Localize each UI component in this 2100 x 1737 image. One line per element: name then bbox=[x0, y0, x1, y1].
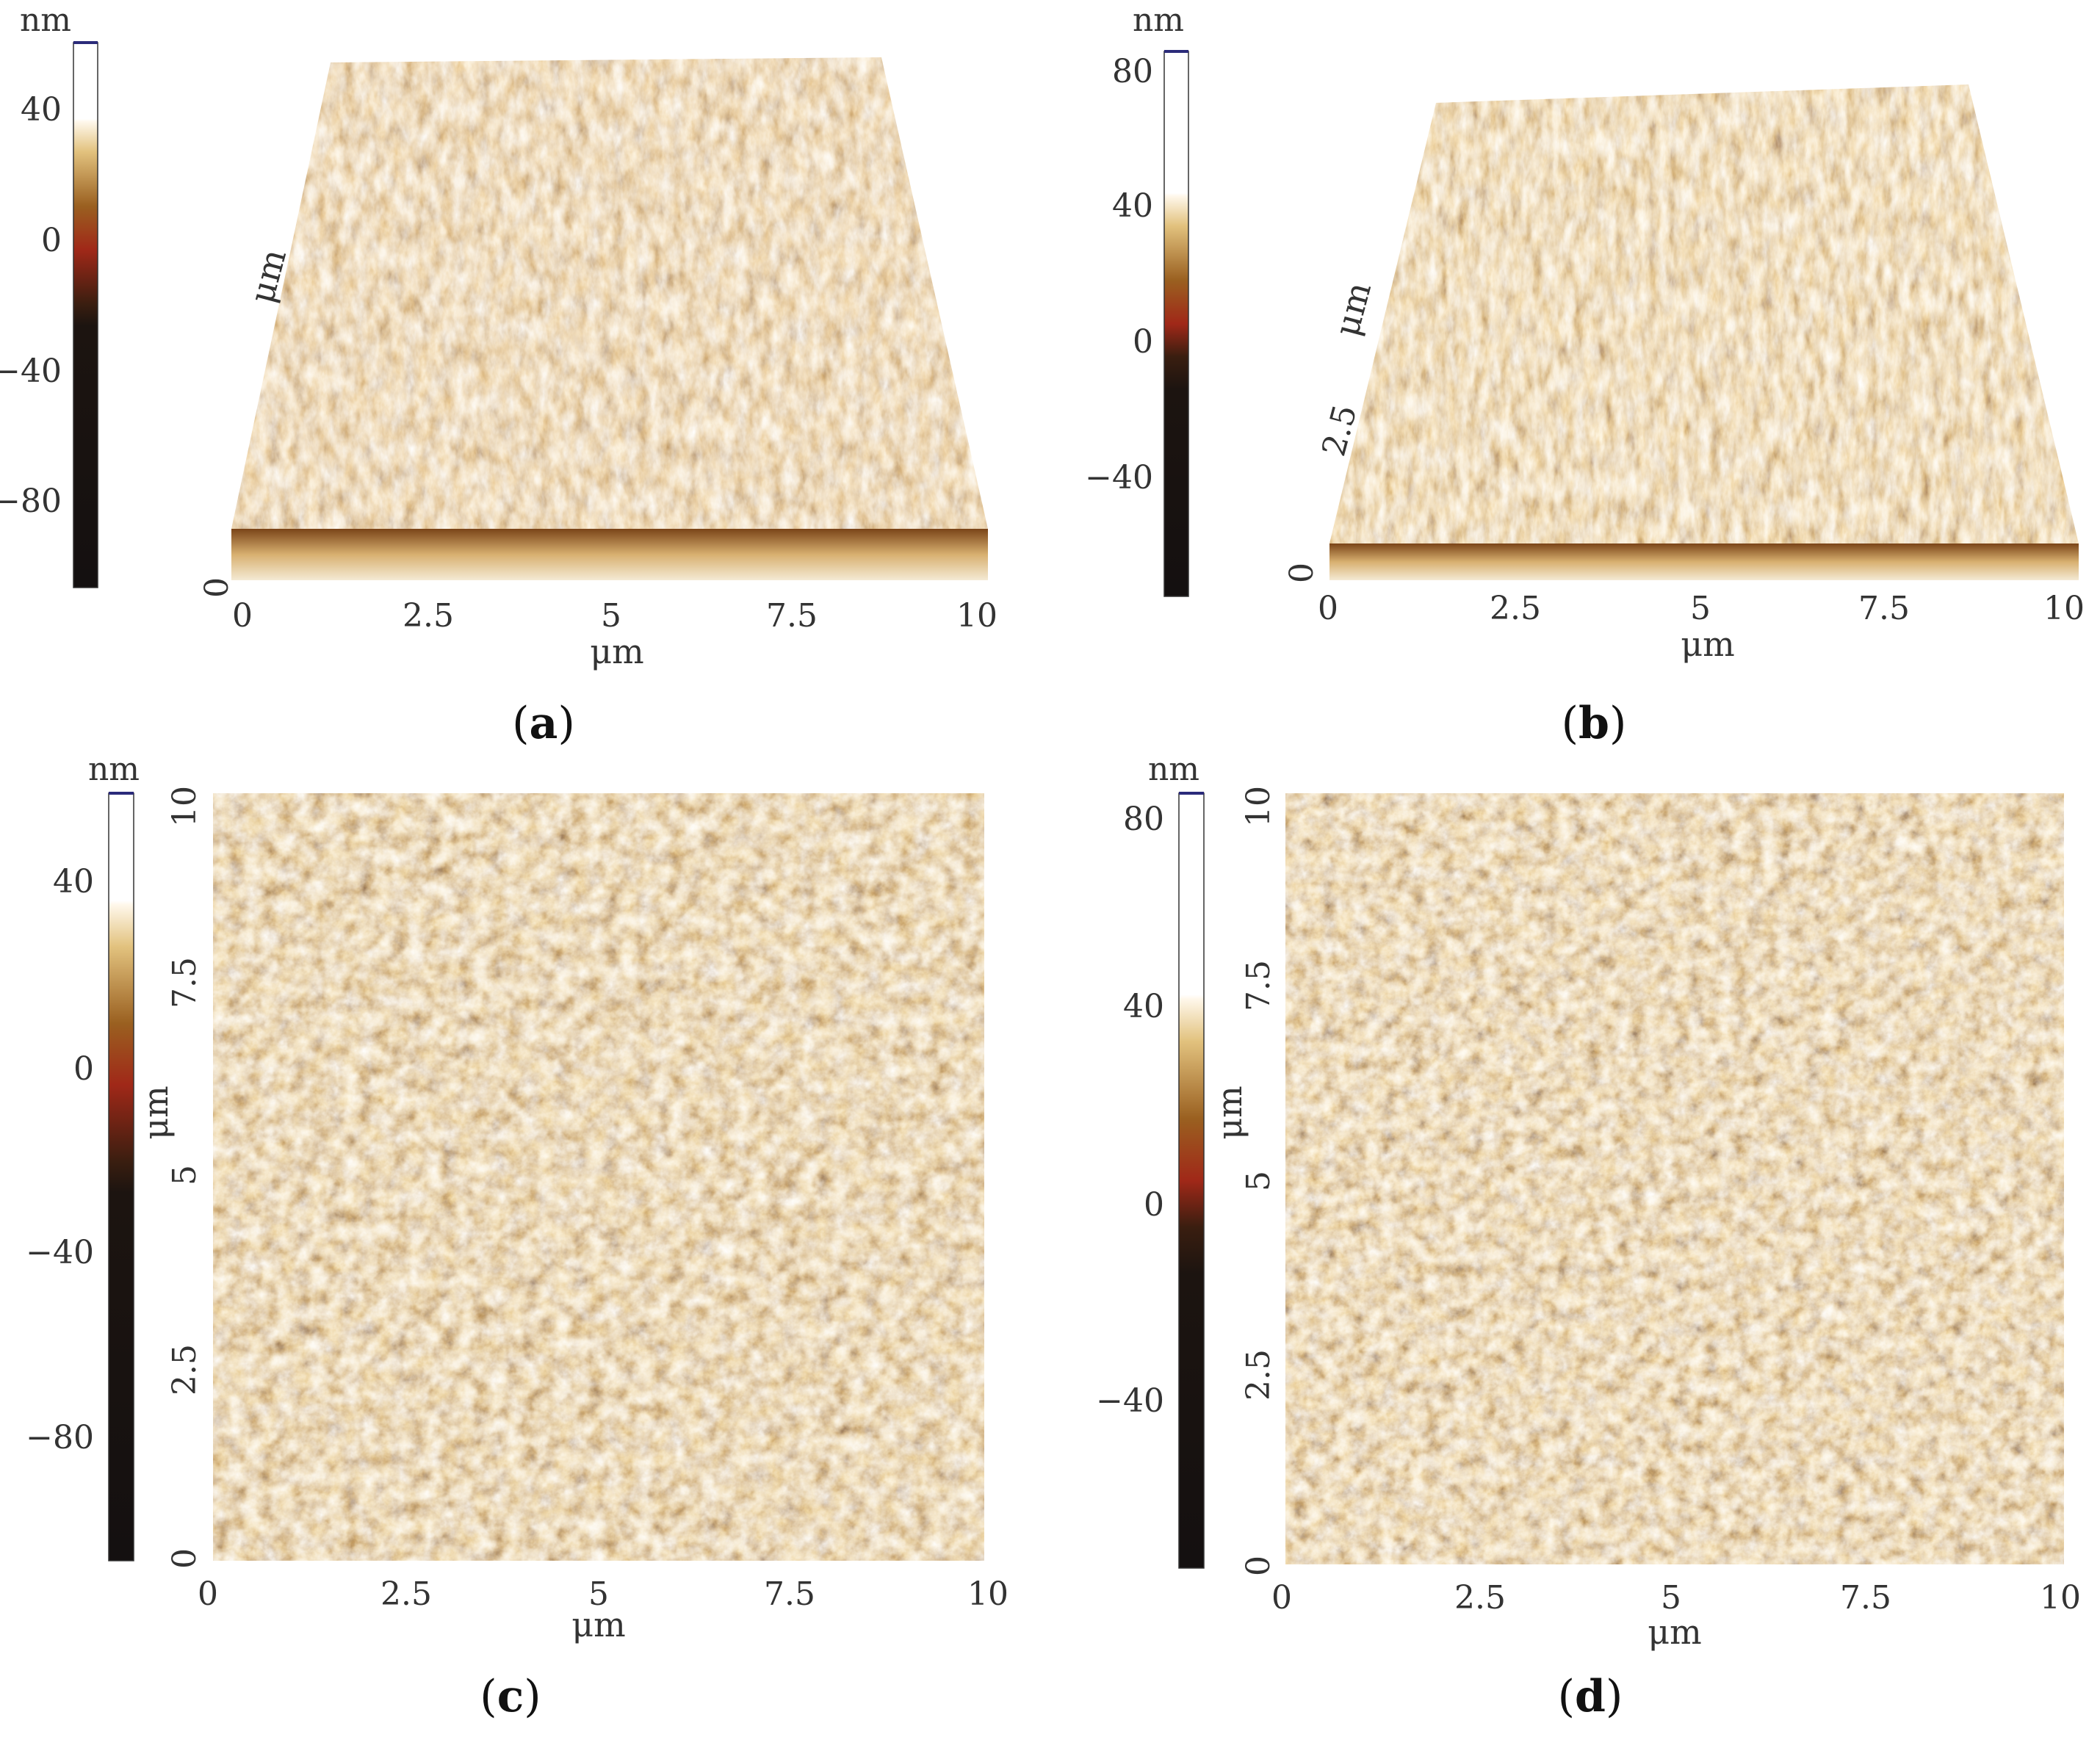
panel-a-x-tick: 10 bbox=[956, 597, 997, 635]
panel-d-y-tick: 10 bbox=[1240, 786, 1277, 827]
panel-d-x-tick: 10 bbox=[2040, 1579, 2081, 1617]
panel-a-x-tick: 7.5 bbox=[766, 597, 818, 635]
panel-c-x-unit: μm bbox=[571, 1605, 626, 1644]
panel-d-y-tick: 7.5 bbox=[1240, 960, 1277, 1011]
panel-d-y-unit: μm bbox=[1210, 1086, 1249, 1140]
panel-b-scalebar-tick: 80 bbox=[1112, 53, 1153, 90]
panel-a-x-tick: 5 bbox=[601, 597, 621, 635]
panel-a-scalebar-unit: nm bbox=[20, 1, 71, 39]
panel-d-y-tick: 5 bbox=[1240, 1171, 1277, 1191]
panel-d-x-tick: 7.5 bbox=[1840, 1579, 1891, 1617]
panel-a-y-tick: 0 bbox=[198, 577, 236, 598]
panel-a-x-unit: μm bbox=[590, 632, 644, 671]
panel-c-caption: (c) bbox=[480, 1671, 541, 1722]
panel-c-x-tick: 5 bbox=[588, 1575, 609, 1613]
panel-d-x-tick: 2.5 bbox=[1454, 1579, 1506, 1617]
panel-d-x-tick: 5 bbox=[1661, 1579, 1681, 1617]
panel-b: nm 80 40 0 −40 0 2.5 5 7.5 10 μm 0 2.5 μ… bbox=[1085, 1, 2085, 749]
panel-b-scalebar-unit: nm bbox=[1133, 1, 1184, 39]
panel-a-x-tick: 2.5 bbox=[403, 597, 454, 635]
panel-a-scalebar-tick: 0 bbox=[41, 222, 62, 259]
panel-c-y-tick: 0 bbox=[166, 1548, 203, 1569]
panel-b-x-tick: 10 bbox=[2043, 590, 2085, 627]
panel-c-height-map bbox=[213, 793, 984, 1561]
panel-d-scalebar: nm 80 40 0 −40 bbox=[1096, 751, 1205, 1569]
panel-b-x-axis: 0 2.5 5 7.5 10 μm bbox=[1318, 590, 2085, 664]
panel-c-y-axis: 0 2.5 5 7.5 10 μm bbox=[136, 786, 203, 1569]
panel-b-x-tick: 2.5 bbox=[1490, 590, 1541, 627]
panel-d-caption: (d) bbox=[1558, 1671, 1623, 1722]
panel-c-scalebar: nm 40 0 −40 −80 bbox=[26, 751, 140, 1561]
panel-b-scalebar-tick: −40 bbox=[1085, 459, 1153, 496]
panel-c-y-tick: 5 bbox=[166, 1165, 203, 1185]
panel-b-x-unit: μm bbox=[1681, 624, 1735, 664]
panel-d-scalebar-tick: −40 bbox=[1096, 1382, 1164, 1420]
panel-a-x-axis: 0 2.5 5 7.5 10 μm bbox=[232, 597, 997, 671]
panel-c: nm 40 0 −40 −80 0 2.5 5 7.5 10 μm 0 2.5 … bbox=[26, 751, 1008, 1722]
panel-b-y-unit: μm bbox=[1327, 278, 1379, 340]
panel-c-x-tick: 0 bbox=[198, 1575, 218, 1613]
panel-d-y-tick: 0 bbox=[1240, 1556, 1277, 1576]
panel-a-scalebar-tick: −40 bbox=[0, 353, 62, 390]
panel-d-x-unit: μm bbox=[1648, 1612, 1702, 1652]
panel-c-scalebar-unit: nm bbox=[88, 751, 140, 788]
panel-b-colorbar bbox=[1163, 51, 1189, 597]
panel-d-scalebar-tick: 80 bbox=[1123, 801, 1164, 838]
panel-b-scalebar-tick: 40 bbox=[1112, 187, 1153, 225]
panel-a-caption: (a) bbox=[512, 698, 575, 749]
panel-b-surface-3d bbox=[1329, 84, 2079, 580]
panel-d-y-axis: 0 2.5 5 7.5 10 μm bbox=[1210, 786, 1277, 1576]
panel-a-colorbar bbox=[73, 42, 98, 588]
panel-a-scalebar-tick: 40 bbox=[21, 91, 62, 129]
panel-d-scalebar-unit: nm bbox=[1148, 751, 1199, 788]
panel-d-height-map bbox=[1285, 793, 2064, 1564]
panel-c-scalebar-tick: −40 bbox=[26, 1234, 94, 1271]
panel-d-colorbar bbox=[1178, 792, 1205, 1569]
panel-b-scalebar-tick: 0 bbox=[1133, 323, 1153, 361]
panel-c-x-tick: 2.5 bbox=[380, 1575, 432, 1613]
panel-d-x-tick: 0 bbox=[1271, 1579, 1292, 1617]
panel-d: nm 80 40 0 −40 0 2.5 5 7.5 10 μm 0 2.5 5… bbox=[1096, 751, 2081, 1722]
panel-b-x-tick: 7.5 bbox=[1858, 590, 1910, 627]
panel-b-x-tick: 5 bbox=[1690, 590, 1711, 627]
panel-c-x-tick: 7.5 bbox=[764, 1575, 815, 1613]
panel-a-x-tick: 0 bbox=[232, 597, 253, 635]
panel-a-scalebar-tick: −80 bbox=[0, 483, 62, 520]
panel-c-y-unit: μm bbox=[136, 1086, 176, 1140]
panel-c-y-tick: 7.5 bbox=[166, 957, 203, 1008]
panel-d-y-tick: 2.5 bbox=[1240, 1349, 1277, 1401]
panel-a: nm 40 0 −40 −80 0 2.5 5 7.5 10 μm 0 μm (… bbox=[0, 1, 997, 749]
panel-c-y-tick: 10 bbox=[166, 786, 203, 827]
panel-c-y-tick: 2.5 bbox=[166, 1344, 203, 1395]
panel-c-colorbar bbox=[108, 792, 134, 1561]
panel-b-x-tick: 0 bbox=[1318, 590, 1338, 627]
panel-c-x-tick: 10 bbox=[967, 1575, 1008, 1613]
panel-b-y-tick: 0 bbox=[1283, 563, 1321, 583]
panel-c-x-axis: 0 2.5 5 7.5 10 μm bbox=[198, 1575, 1008, 1644]
panel-c-scalebar-tick: −80 bbox=[26, 1419, 94, 1456]
panel-a-surface-3d bbox=[231, 57, 988, 580]
panel-c-scalebar-tick: 40 bbox=[53, 863, 94, 900]
panel-a-scalebar: nm 40 0 −40 −80 bbox=[0, 1, 98, 588]
panel-c-scalebar-tick: 0 bbox=[73, 1050, 94, 1088]
panel-b-scalebar: nm 80 40 0 −40 bbox=[1085, 1, 1189, 597]
panel-d-x-axis: 0 2.5 5 7.5 10 μm bbox=[1271, 1579, 2081, 1652]
panel-b-caption: (b) bbox=[1562, 698, 1627, 749]
panel-d-scalebar-tick: 0 bbox=[1144, 1186, 1164, 1224]
panel-d-scalebar-tick: 40 bbox=[1123, 988, 1164, 1025]
